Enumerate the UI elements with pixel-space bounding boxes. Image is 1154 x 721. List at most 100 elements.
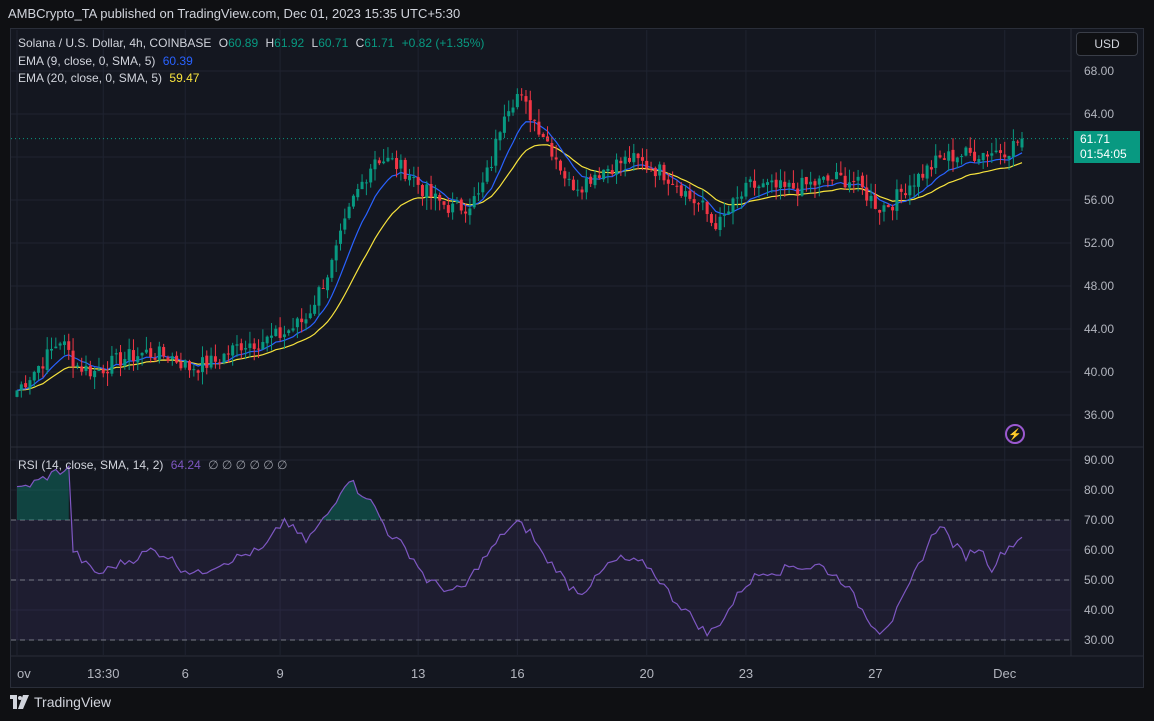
candle-body bbox=[183, 360, 187, 368]
candle-body bbox=[494, 138, 498, 166]
time-tick-label: 13 bbox=[411, 666, 425, 681]
candle-body bbox=[580, 189, 584, 193]
candle-body bbox=[356, 188, 360, 198]
candle-body bbox=[446, 205, 450, 213]
candle-body bbox=[222, 353, 226, 363]
ema9-label: EMA (9, close, 0, SMA, 5) bbox=[18, 54, 156, 68]
candle-body bbox=[75, 365, 79, 367]
price-tick-label: 68.00 bbox=[1084, 64, 1114, 78]
candle-body bbox=[390, 158, 394, 160]
candle-body bbox=[731, 198, 735, 213]
candle-body bbox=[753, 180, 757, 188]
candle-body bbox=[80, 366, 84, 372]
rsi-line bbox=[16, 464, 1023, 637]
candle-body bbox=[843, 175, 847, 188]
candle-body bbox=[796, 188, 800, 195]
candle-body bbox=[615, 159, 619, 175]
candle-body bbox=[589, 176, 593, 184]
candle-body bbox=[584, 178, 588, 193]
price-tick-label: 64.00 bbox=[1084, 107, 1114, 121]
candle-body bbox=[119, 352, 123, 366]
rsi-overbought-fill bbox=[323, 480, 380, 520]
price-tick-label: 40.00 bbox=[1084, 365, 1114, 379]
ema20-legend[interactable]: EMA (20, close, 0, SMA, 5) 59.47 bbox=[18, 71, 203, 85]
open-value: 60.89 bbox=[228, 36, 259, 50]
candle-body bbox=[131, 350, 135, 362]
candle-body bbox=[757, 186, 761, 189]
candle-body bbox=[684, 191, 688, 197]
candle-body bbox=[813, 181, 817, 186]
candle-body bbox=[567, 178, 571, 180]
candle-body bbox=[558, 160, 562, 171]
candle-body bbox=[1020, 138, 1024, 148]
candle-body bbox=[153, 357, 157, 360]
candle-body bbox=[200, 357, 204, 373]
candle-body bbox=[709, 214, 713, 223]
candle-body bbox=[571, 179, 575, 191]
time-tick-label: ov bbox=[17, 666, 31, 681]
candle-body bbox=[735, 197, 739, 199]
candle-body bbox=[973, 151, 977, 161]
candle-body bbox=[636, 153, 640, 159]
candle-body bbox=[300, 318, 304, 323]
rsi-legend[interactable]: RSI (14, close, SMA, 14, 2) 64.24 ∅ ∅ ∅ … bbox=[18, 458, 292, 472]
candle-body bbox=[403, 159, 407, 179]
candle-body bbox=[740, 196, 744, 199]
candle-body bbox=[416, 177, 420, 185]
time-tick-label: 20 bbox=[640, 666, 654, 681]
candle-body bbox=[718, 216, 722, 230]
candle-body bbox=[485, 167, 489, 182]
rsi-tick-label: 50.00 bbox=[1084, 573, 1114, 587]
candle-body bbox=[468, 208, 472, 216]
candle-body bbox=[947, 151, 951, 161]
candle-body bbox=[244, 348, 248, 350]
price-tick-label: 56.00 bbox=[1084, 193, 1114, 207]
candle-body bbox=[93, 370, 97, 378]
candle-body bbox=[770, 180, 774, 183]
ema9-legend[interactable]: EMA (9, close, 0, SMA, 5) 60.39 bbox=[18, 54, 197, 68]
candle-body bbox=[809, 181, 813, 185]
candle-body bbox=[895, 189, 899, 211]
currency-button[interactable]: USD bbox=[1076, 32, 1138, 56]
ema20-line bbox=[16, 144, 1023, 392]
candle-body bbox=[382, 161, 386, 164]
chart-frame bbox=[10, 28, 1144, 688]
rsi-tick-label: 90.00 bbox=[1084, 453, 1114, 467]
candle-body bbox=[791, 182, 795, 189]
candle-body bbox=[649, 168, 653, 170]
footer-brand[interactable]: TradingView bbox=[10, 694, 111, 710]
candle-body bbox=[369, 168, 373, 183]
candle-body bbox=[395, 158, 399, 170]
candle-body bbox=[442, 201, 446, 205]
candle-body bbox=[597, 175, 601, 178]
candle-body bbox=[908, 185, 912, 196]
lightning-icon[interactable]: ⚡ bbox=[1005, 424, 1025, 444]
candle-body bbox=[313, 304, 317, 314]
candle-body bbox=[822, 176, 826, 180]
candle-body bbox=[951, 149, 955, 162]
candle-body bbox=[399, 159, 403, 169]
candle-body bbox=[459, 199, 463, 211]
candle-body bbox=[722, 214, 726, 216]
candle-body bbox=[671, 183, 675, 185]
candle-body bbox=[114, 353, 118, 355]
candle-body bbox=[977, 159, 981, 163]
candle-body bbox=[921, 173, 925, 178]
candle-body bbox=[123, 358, 127, 366]
candle-body bbox=[748, 179, 752, 182]
candle-body bbox=[869, 195, 873, 201]
close-value: 61.71 bbox=[364, 36, 395, 50]
candle-body bbox=[32, 371, 36, 381]
candle-body bbox=[304, 319, 308, 324]
candle-body bbox=[904, 193, 908, 196]
candle-body bbox=[891, 206, 895, 211]
candle-body bbox=[528, 100, 532, 121]
candle-body bbox=[226, 353, 230, 355]
candle-body bbox=[705, 201, 709, 215]
candle-body bbox=[54, 346, 58, 349]
candle-body bbox=[502, 116, 506, 133]
candle-body bbox=[1016, 141, 1020, 143]
candle-body bbox=[386, 157, 390, 162]
rsi-extra-values: ∅ ∅ ∅ ∅ ∅ ∅ bbox=[208, 458, 288, 472]
